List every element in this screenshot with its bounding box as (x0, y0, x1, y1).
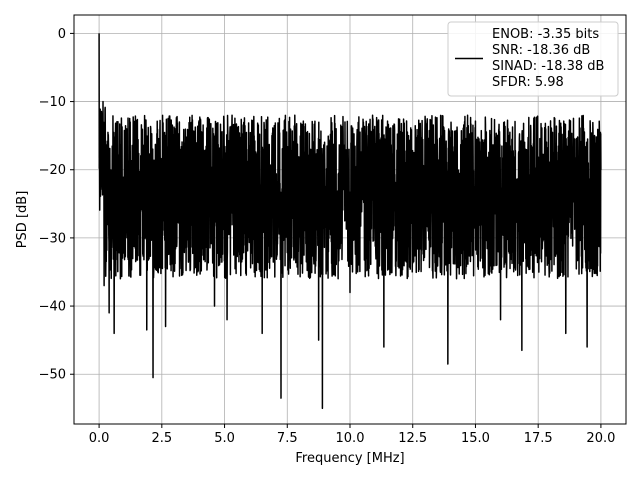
y-tick-label: 0 (58, 27, 66, 42)
y-tick-label: −10 (39, 95, 66, 110)
plot-area (98, 33, 602, 410)
legend-enob: ENOB: -3.35 bits (492, 27, 599, 42)
x-axis-ticks: 0.0 2.5 5.0 7.5 10.0 12.5 15.0 17.5 20.0 (89, 424, 615, 446)
x-tick-label: 7.5 (277, 431, 298, 446)
y-tick-label: −40 (39, 300, 66, 315)
x-axis-label: Frequency [MHz] (295, 451, 404, 466)
legend: ENOB: -3.35 bits SNR: -18.36 dB SINAD: -… (447, 21, 619, 97)
x-tick-label: 12.5 (398, 431, 427, 446)
y-axis-label: PSD [dB] (15, 191, 30, 249)
x-tick-label: 2.5 (151, 431, 172, 446)
x-tick-label: 10.0 (336, 431, 365, 446)
psd-series-line (98, 33, 602, 410)
y-axis-ticks: 0 −10 −20 −30 −40 −50 (39, 27, 74, 383)
x-tick-label: 0.0 (89, 431, 110, 446)
y-tick-label: −30 (39, 231, 66, 246)
x-tick-label: 5.0 (214, 431, 235, 446)
x-tick-label: 20.0 (586, 431, 615, 446)
x-tick-label: 15.0 (461, 431, 490, 446)
legend-sinad: SINAD: -18.38 dB (492, 59, 604, 74)
legend-snr: SNR: -18.36 dB (492, 43, 590, 58)
y-tick-label: −50 (39, 368, 66, 383)
legend-box (447, 21, 619, 97)
x-tick-label: 17.5 (524, 431, 553, 446)
y-tick-label: −20 (39, 163, 66, 178)
legend-sfdr: SFDR: 5.98 (492, 75, 564, 90)
